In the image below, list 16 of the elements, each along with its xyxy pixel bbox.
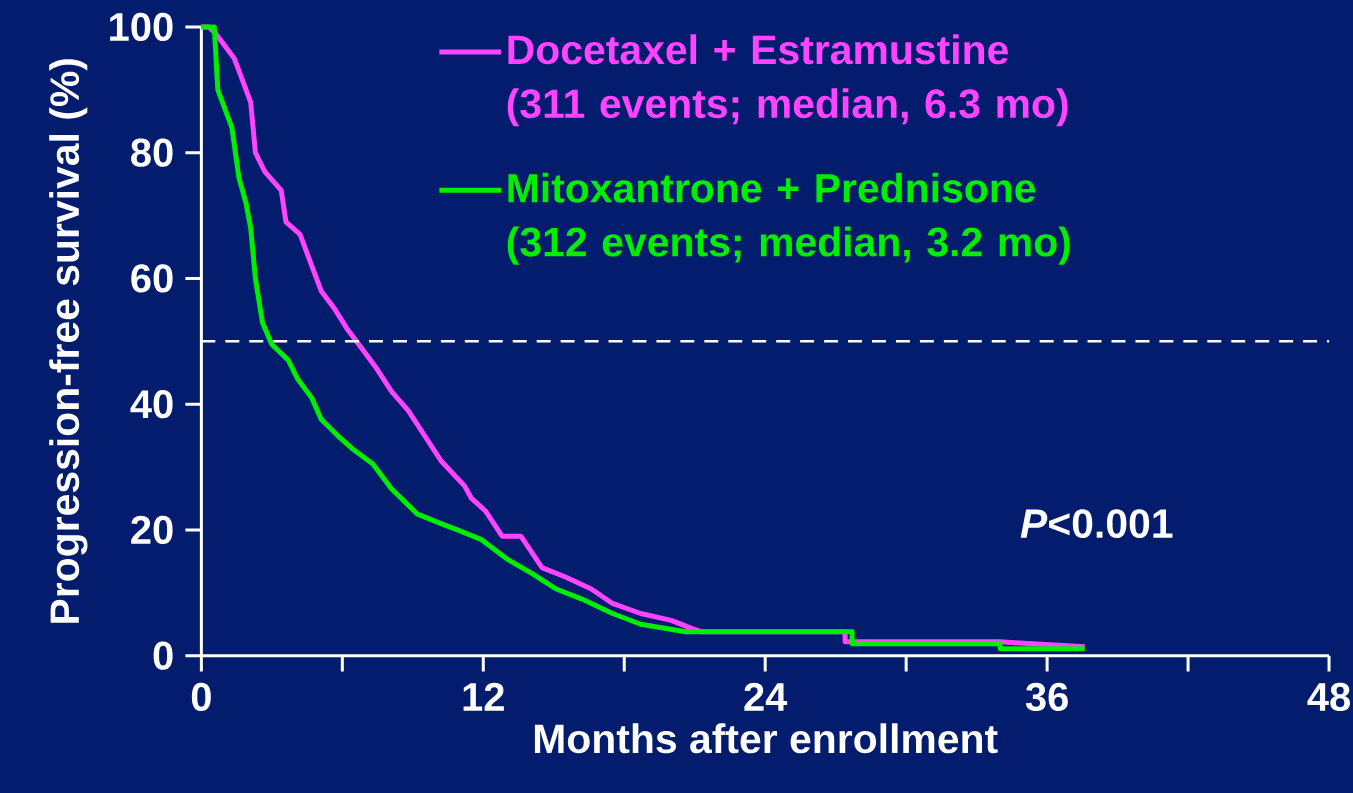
y-tick-label: 60 — [131, 264, 173, 293]
x-tick-label: 24 — [744, 682, 788, 711]
legend-label: Docetaxel + Estramustine (311 events; median, 6.3 mo) — [507, 34, 1068, 127]
y-tick-label: 0 — [153, 641, 173, 670]
y-tick-label: 20 — [131, 515, 173, 544]
annotation: P<0.001 — [1020, 508, 1173, 538]
legend-label: Mitoxantrone + Prednisone (312 events; median, 3.2 mo) — [507, 172, 1070, 265]
x-tick-label: 0 — [191, 682, 211, 711]
y-tick-label: 100 — [110, 12, 173, 41]
x-tick-label: 48 — [1307, 682, 1350, 711]
x-tick-label: 12 — [463, 682, 504, 711]
x-tick-label: 36 — [1025, 682, 1068, 711]
y-tick-label: 80 — [131, 138, 173, 167]
y-tick-label: 40 — [130, 389, 173, 419]
x-axis-title: Months after enrollment — [534, 723, 998, 754]
y-axis-title: Progression-free survival (%) — [49, 59, 88, 623]
